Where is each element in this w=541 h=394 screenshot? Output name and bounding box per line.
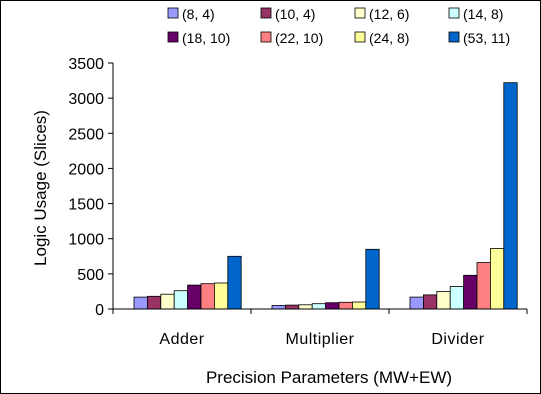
bar-multiplier-2	[298, 304, 313, 310]
x-axis-title: Precision Parameters (MW+EW)	[206, 368, 452, 387]
y-tick-label: 2500	[68, 126, 104, 143]
bar-adder-4	[187, 284, 202, 310]
x-category-labels: Adder Multiplier Divider	[159, 331, 484, 348]
legend-label: (12, 6)	[369, 6, 409, 22]
bar-adder-1	[146, 295, 162, 310]
legend-label: (10, 4)	[275, 6, 315, 22]
legend-swatch	[260, 31, 272, 43]
bar-multiplier-7	[365, 248, 380, 310]
x-category-label: Multiplier	[285, 331, 354, 348]
bar-divider-6	[489, 248, 505, 310]
bar-multiplier-1	[284, 304, 300, 310]
axes	[108, 62, 528, 314]
y-tick-label: 500	[77, 267, 104, 284]
bar-adder-0	[133, 296, 148, 310]
legend-swatch	[354, 31, 366, 43]
bar-adder-3	[173, 290, 188, 310]
bar-divider-2	[436, 290, 451, 310]
x-category-label: Adder	[159, 331, 204, 348]
y-tick-label: 3500	[68, 56, 104, 73]
legend-label: (24, 8)	[369, 30, 409, 46]
bar-multiplier-0	[271, 305, 286, 310]
bar-multiplier-6	[351, 301, 367, 310]
bar-multiplier-5	[338, 301, 353, 310]
legend-swatch	[167, 31, 179, 43]
y-tick-label: 1000	[68, 232, 104, 249]
plot-area: 0 500 1000 1500 2000 2500 3000 3500 Adder Multip…	[68, 56, 528, 348]
legend-label: (18, 10)	[182, 30, 230, 46]
y-tick-label: 1500	[68, 197, 104, 214]
y-tick-label: 2000	[68, 161, 104, 178]
legend-label: (22, 10)	[275, 30, 323, 46]
legend: (8, 4) (10, 4) (12, 6) (14, 8) (18, 10) (22, …	[167, 6, 510, 46]
bar-adder-5	[200, 283, 215, 310]
bar-divider-7	[503, 82, 518, 310]
x-category-label: Divider	[431, 331, 484, 348]
bar-divider-1	[422, 294, 438, 310]
y-axis-title: Logic Usage (Slices)	[31, 110, 50, 266]
bar-adder-6	[213, 282, 229, 310]
bar-divider-4	[463, 274, 478, 310]
bar-divider-5	[476, 262, 491, 310]
legend-label: (8, 4)	[182, 6, 215, 22]
bar-divider-3	[449, 286, 465, 310]
legend-swatch	[448, 31, 460, 43]
bar-multiplier-4	[325, 302, 340, 310]
y-tick-labels: 0 500 1000 1500 2000 2500 3000 3500	[68, 56, 104, 319]
bars	[133, 82, 518, 310]
y-tick-label: 0	[95, 302, 104, 319]
bar-adder-2	[160, 293, 175, 310]
bar-adder-7	[227, 255, 242, 310]
bar-divider-0	[409, 296, 424, 310]
legend-swatch	[260, 7, 272, 19]
legend-swatch	[167, 7, 179, 19]
y-tick-label: 3000	[68, 91, 104, 108]
legend-swatch	[448, 7, 460, 19]
legend-label: (14, 8)	[463, 6, 503, 22]
legend-swatch	[354, 7, 366, 19]
legend-label: (53, 11)	[463, 30, 510, 46]
bar-multiplier-3	[311, 303, 327, 310]
